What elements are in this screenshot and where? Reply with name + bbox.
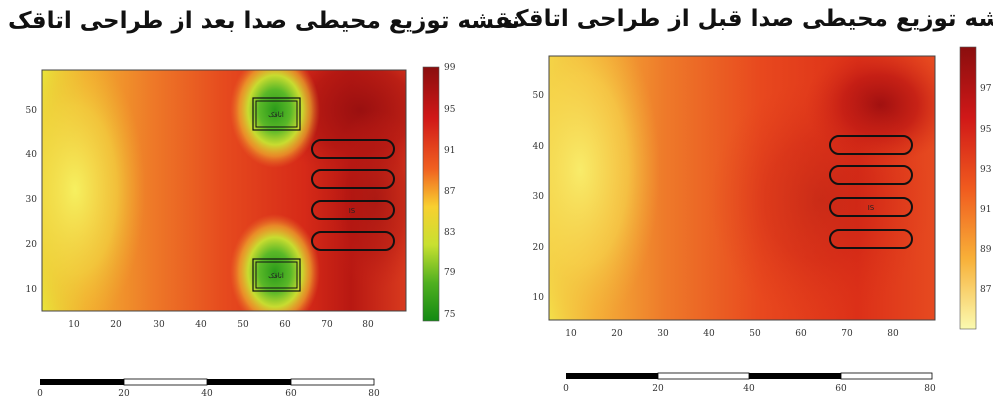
svg-text:79: 79 bbox=[444, 268, 456, 278]
svg-text:30: 30 bbox=[153, 320, 165, 330]
svg-text:0: 0 bbox=[37, 389, 43, 399]
svg-text:91: 91 bbox=[444, 146, 455, 156]
svg-text:40: 40 bbox=[26, 150, 38, 160]
svg-text:83: 83 bbox=[444, 228, 456, 238]
left-scale-bar: 0 20 40 60 80 bbox=[37, 378, 380, 399]
svg-text:80: 80 bbox=[887, 329, 899, 339]
svg-text:87: 87 bbox=[444, 187, 456, 197]
svg-text:20: 20 bbox=[118, 389, 130, 399]
left-plot-frame bbox=[41, 69, 407, 312]
svg-text:20: 20 bbox=[26, 240, 38, 250]
svg-text:93: 93 bbox=[980, 165, 992, 175]
right-machines bbox=[829, 135, 913, 249]
svg-text:80: 80 bbox=[924, 384, 936, 394]
left-heatmap bbox=[42, 70, 406, 311]
svg-text:60: 60 bbox=[795, 329, 807, 339]
left-x-axis: 10 20 30 40 50 60 70 80 bbox=[68, 320, 374, 330]
svg-text:20: 20 bbox=[533, 243, 545, 253]
svg-text:89: 89 bbox=[980, 245, 992, 255]
svg-text:40: 40 bbox=[201, 389, 213, 399]
svg-text:50: 50 bbox=[533, 91, 545, 101]
svg-text:87: 87 bbox=[980, 285, 992, 295]
svg-text:20: 20 bbox=[611, 329, 623, 339]
svg-text:60: 60 bbox=[279, 320, 291, 330]
left-machines bbox=[311, 139, 395, 251]
source-label: IS bbox=[868, 204, 875, 212]
machine-outline bbox=[829, 135, 913, 155]
svg-text:30: 30 bbox=[533, 192, 545, 202]
machine-outline bbox=[311, 200, 395, 220]
svg-text:91: 91 bbox=[980, 205, 991, 215]
svg-text:60: 60 bbox=[285, 389, 297, 399]
right-colorbar-ticks: 97 95 93 91 89 87 bbox=[980, 84, 992, 295]
machine-outline bbox=[311, 139, 395, 159]
svg-text:40: 40 bbox=[533, 142, 545, 152]
left-map-title: نقشه توزیع محیطی صدا بعد از طراحی اتاقک bbox=[8, 8, 521, 34]
machine-outline bbox=[311, 169, 395, 189]
svg-text:0: 0 bbox=[563, 384, 569, 394]
svg-text:80: 80 bbox=[368, 389, 380, 399]
left-enclosure-top: اتاقک bbox=[252, 97, 301, 131]
svg-text:60: 60 bbox=[835, 384, 847, 394]
svg-text:10: 10 bbox=[26, 285, 38, 295]
svg-text:80: 80 bbox=[362, 320, 374, 330]
machine-outline bbox=[829, 197, 913, 217]
svg-text:50: 50 bbox=[749, 329, 761, 339]
enclosure-label: اتاقک bbox=[268, 272, 284, 280]
svg-text:97: 97 bbox=[980, 84, 992, 94]
svg-text:70: 70 bbox=[841, 329, 853, 339]
right-heatmap bbox=[549, 56, 935, 320]
svg-text:10: 10 bbox=[68, 320, 80, 330]
svg-text:70: 70 bbox=[321, 320, 333, 330]
machine-outline bbox=[829, 165, 913, 185]
right-y-axis: 10 20 30 40 50 bbox=[533, 91, 545, 303]
source-label: IS bbox=[349, 207, 356, 215]
left-enclosure-bottom: اتاقک bbox=[252, 258, 301, 292]
left-colorbar bbox=[422, 66, 440, 322]
right-x-axis: 10 20 30 40 50 60 70 80 bbox=[565, 329, 899, 339]
svg-text:95: 95 bbox=[980, 125, 992, 135]
right-colorbar bbox=[959, 46, 977, 330]
svg-text:30: 30 bbox=[26, 195, 38, 205]
svg-text:50: 50 bbox=[26, 106, 38, 116]
machine-outline bbox=[311, 231, 395, 251]
svg-text:75: 75 bbox=[444, 310, 456, 320]
svg-text:40: 40 bbox=[195, 320, 207, 330]
left-y-axis: 10 20 30 40 50 bbox=[26, 106, 38, 295]
svg-text:40: 40 bbox=[743, 384, 755, 394]
svg-text:20: 20 bbox=[652, 384, 664, 394]
svg-text:10: 10 bbox=[565, 329, 577, 339]
right-plot-frame bbox=[548, 55, 936, 321]
right-scale-bar: 0 20 40 60 80 bbox=[563, 372, 936, 394]
svg-text:30: 30 bbox=[657, 329, 669, 339]
svg-text:50: 50 bbox=[237, 320, 249, 330]
svg-text:20: 20 bbox=[110, 320, 122, 330]
machine-outline bbox=[829, 229, 913, 249]
svg-text:99: 99 bbox=[444, 63, 456, 73]
svg-text:10: 10 bbox=[533, 293, 545, 303]
left-colorbar-ticks: 99 95 91 87 83 79 75 bbox=[444, 63, 456, 320]
svg-text:40: 40 bbox=[703, 329, 715, 339]
right-map-title: نقشه توزیع محیطی صدا قبل از طراحی اتاقک bbox=[505, 6, 993, 32]
svg-text:95: 95 bbox=[444, 105, 456, 115]
enclosure-label: اتاقک bbox=[268, 111, 284, 119]
